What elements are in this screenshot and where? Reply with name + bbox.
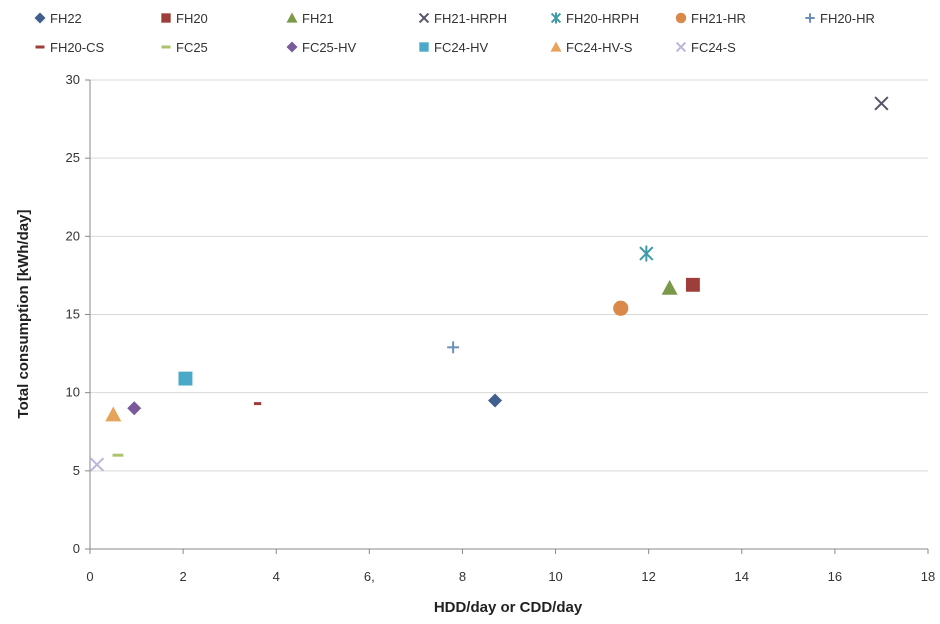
x-tick-label: 14 [735, 569, 749, 584]
axes [85, 79, 929, 554]
y-tick-labels: 0 5 10 15 20 25 30 [66, 72, 80, 556]
legend-marker-icon [161, 45, 171, 49]
legend-marker-icon [550, 12, 562, 24]
y-tick-label: 10 [66, 385, 80, 400]
legend-item-fh20-hr: FH20-HR [805, 11, 875, 26]
point-fh20-hrph [639, 245, 654, 262]
legend-label: FC24-S [691, 40, 736, 55]
legend-item-fc24-hv: FC24-HV [418, 40, 489, 55]
x-tick-label: 10 [548, 569, 562, 584]
legend-item-fc24-s: FC24-S [675, 40, 736, 55]
legend-marker-icon [34, 12, 46, 24]
grid-lines [90, 79, 928, 472]
legend-label: FH21-HR [691, 11, 746, 26]
x-tick-label: 12 [641, 569, 655, 584]
x-tick-label: 6, [364, 569, 375, 584]
legend-marker-icon [418, 41, 430, 53]
y-tick-label: 25 [66, 150, 80, 165]
y-tick-label: 5 [73, 463, 80, 478]
x-tick-label: 2 [179, 569, 186, 584]
legend-marker-icon [675, 12, 687, 24]
legend-item-fh22: FH22 [34, 11, 82, 26]
point-fh20-cs [254, 402, 262, 406]
legend-label: FH21-HRPH [434, 11, 507, 26]
x-tick-label: 4 [273, 569, 280, 584]
y-tick-label: 0 [73, 541, 80, 556]
point-fh21 [661, 279, 678, 295]
point-fh21-hrph [874, 96, 889, 111]
legend-marker-icon [286, 12, 298, 23]
legend-item-fh21: FH21 [286, 11, 334, 26]
legend-label: FC25 [176, 40, 208, 55]
legend-marker-icon [805, 13, 815, 23]
y-axis-label: Total consumption [kWh/day] [15, 210, 32, 419]
point-fc24-hv [177, 371, 193, 387]
legend-item-fh20-cs: FH20-CS [35, 40, 105, 55]
x-tick-label: 0 [86, 569, 93, 584]
legend-marker-icon [418, 12, 430, 24]
x-tick-label: 18 [921, 569, 935, 584]
point-fh22 [488, 393, 503, 408]
legend-item-fc24-hv-s: FC24-HV-S [550, 40, 633, 55]
legend-label: FH20-HR [820, 11, 875, 26]
legend-label: FC24-HV [434, 40, 489, 55]
legend-label: FH20-HRPH [566, 11, 639, 26]
legend-item-fc25: FC25 [161, 40, 208, 55]
point-fc24-hv-s [105, 406, 122, 422]
point-fh20-hr [447, 341, 460, 354]
legend-item-fh20-hrph: FH20-HRPH [550, 11, 639, 26]
legend-item-fh21-hr: FH21-HR [675, 11, 746, 26]
data-points [89, 96, 889, 472]
legend-label: FH20-CS [50, 40, 105, 55]
legend-item-fh20: FH20 [160, 11, 208, 26]
legend-item-fc25-hv: FC25-HV [286, 40, 357, 55]
legend-label: FH20 [176, 11, 208, 26]
legend-marker-icon [675, 41, 687, 53]
legend: FH22 FH20 FH21 FH21-HRPH FH20-HRPH FH21-HR FH2… [34, 11, 875, 55]
x-tick-labels: 0 2 4 6, 8 10 12 14 16 18 [86, 569, 935, 584]
legend-marker-icon [286, 41, 298, 53]
point-fc25-hv [127, 401, 142, 416]
legend-marker-icon [160, 12, 172, 24]
x-axis-label: HDD/day or CDD/day [434, 599, 583, 616]
point-fc25 [112, 453, 124, 457]
legend-label: FC24-HV-S [566, 40, 633, 55]
legend-marker-icon [35, 45, 45, 49]
x-tick-label: 8 [459, 569, 466, 584]
point-fc24-s [89, 457, 105, 472]
legend-item-fh21-hrph: FH21-HRPH [418, 11, 507, 26]
legend-label: FH22 [50, 11, 82, 26]
y-tick-label: 30 [66, 72, 80, 87]
legend-label: FC25-HV [302, 40, 357, 55]
legend-marker-icon [550, 41, 562, 52]
x-tick-label: 16 [828, 569, 842, 584]
point-fh20 [685, 277, 701, 293]
legend-label: FH21 [302, 11, 334, 26]
point-fh21-hr [613, 300, 629, 316]
y-tick-label: 15 [66, 307, 80, 322]
y-tick-label: 20 [66, 228, 80, 243]
